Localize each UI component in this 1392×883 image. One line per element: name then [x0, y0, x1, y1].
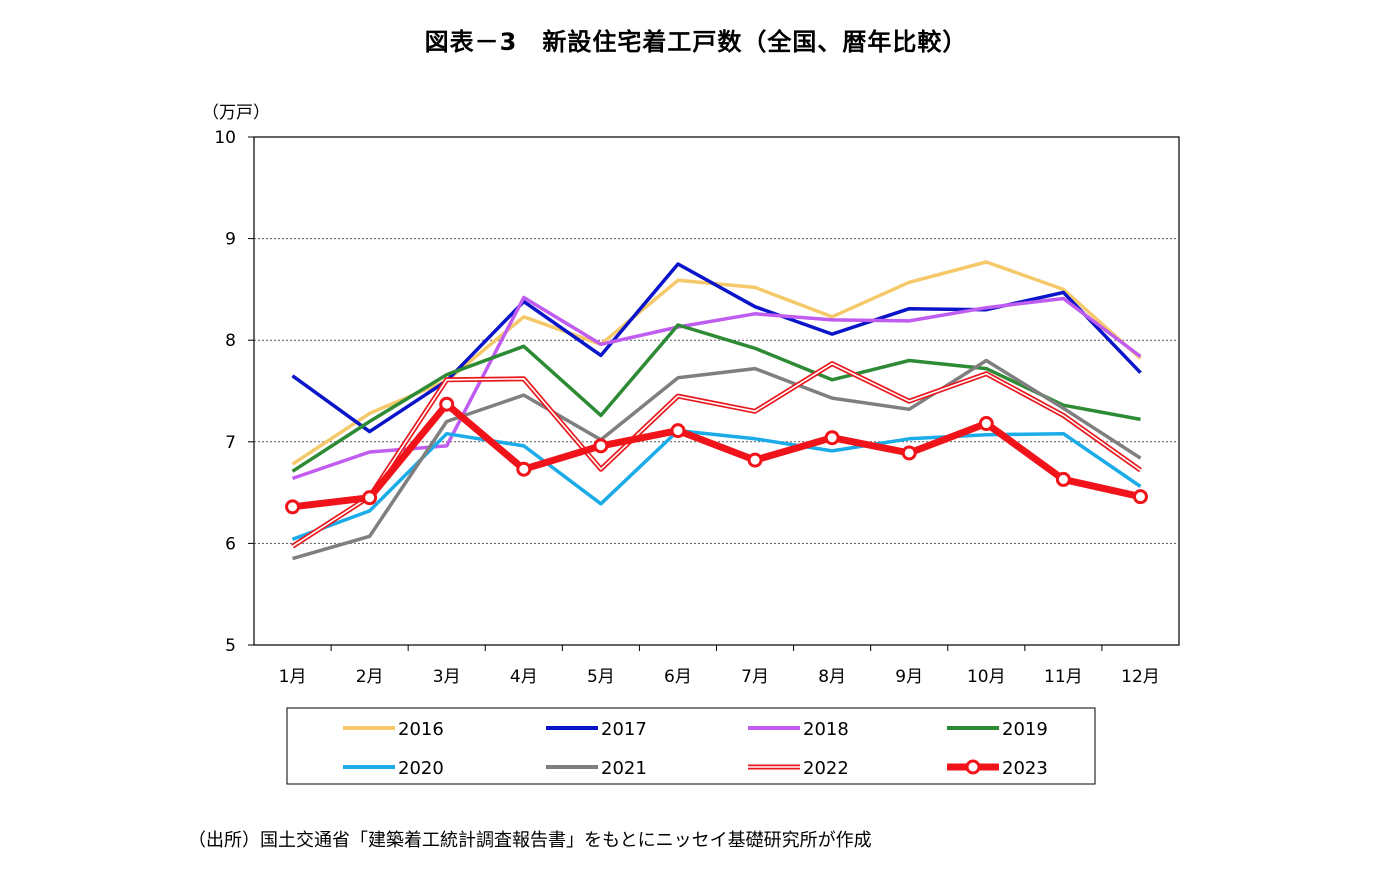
- y-tick-label: 7: [225, 433, 236, 453]
- legend-item-2016: 2016: [343, 719, 444, 740]
- x-tick-label: 2月: [356, 667, 384, 687]
- data-point-marker: [747, 452, 763, 468]
- data-point-marker: [593, 438, 609, 454]
- data-point-marker: [901, 445, 917, 461]
- x-axis-ticks: 1月 2月 3月 4月 5月 6月 7月 8月 9月 10月 11月 12月: [279, 645, 1160, 687]
- x-tick-label: 4月: [510, 667, 538, 687]
- series-line: [291, 323, 1141, 473]
- x-tick-label: 11月: [1044, 667, 1083, 687]
- y-tick-label: 10: [214, 128, 236, 148]
- legend-label: 2022: [803, 758, 849, 779]
- x-tick-label: 6月: [664, 667, 692, 687]
- data-point-marker: [516, 461, 532, 477]
- source-note: （出所）国土交通省「建築着工統計調査報告書」をもとにニッセイ基礎研究所が作成: [188, 830, 872, 851]
- y-tick-label: 5: [225, 636, 236, 656]
- legend-item-2022: 2022: [748, 758, 849, 779]
- series-line-inner: [292, 362, 1141, 548]
- legend: 2016 2017 2018 2019 2020 2021 2022 2023: [343, 719, 1048, 779]
- x-tick-label: 9月: [895, 667, 923, 687]
- series-lines: [285, 260, 1148, 561]
- x-tick-label: 8月: [818, 667, 846, 687]
- data-point-marker: [285, 499, 301, 515]
- data-point-marker: [670, 423, 686, 439]
- data-point-marker: [978, 416, 994, 432]
- data-point-marker: [362, 490, 378, 506]
- y-tick-label: 8: [225, 331, 236, 351]
- data-point-marker: [1055, 471, 1071, 487]
- legend-label: 2016: [398, 719, 444, 740]
- legend-label: 2020: [398, 758, 444, 779]
- legend-box: [286, 707, 1096, 785]
- x-tick-label: 3月: [433, 667, 461, 687]
- x-tick-label: 7月: [741, 667, 769, 687]
- chart-title: 図表－3 新設住宅着工戸数（全国、暦年比較）: [424, 28, 968, 56]
- legend-label: 2017: [601, 719, 647, 740]
- legend-label: 2023: [1002, 758, 1048, 779]
- series-2023: [285, 396, 1148, 515]
- legend-item-2023: 2023: [947, 758, 1048, 779]
- x-tick-label: 10月: [967, 667, 1006, 687]
- series-line: [292, 400, 1142, 511]
- legend-label: 2021: [601, 758, 647, 779]
- x-tick-label: 1月: [279, 667, 307, 687]
- y-axis-ticks: 5 6 7 8 9 10: [214, 128, 254, 656]
- y-tick-label: 9: [225, 230, 236, 250]
- legend-item-2020: 2020: [343, 758, 444, 779]
- legend-label: 2019: [1002, 719, 1048, 740]
- y-axis-unit-label: （万戸）: [202, 103, 270, 123]
- legend-marker: [965, 759, 981, 775]
- plot-area: [253, 136, 1180, 646]
- y-tick-label: 6: [225, 534, 236, 554]
- x-tick-label: 12月: [1121, 667, 1160, 687]
- legend-item-2021: 2021: [546, 758, 647, 779]
- legend-item-2019: 2019: [947, 719, 1048, 740]
- data-point-marker: [824, 430, 840, 446]
- data-point-marker: [439, 396, 455, 412]
- legend-item-2018: 2018: [748, 719, 849, 740]
- series-2019: [291, 323, 1141, 473]
- series-line: [292, 358, 1142, 561]
- series-2022: [291, 361, 1142, 549]
- series-2021: [292, 358, 1142, 561]
- legend-label: 2018: [803, 719, 849, 740]
- legend-item-2017: 2017: [546, 719, 647, 740]
- data-point-marker: [1132, 489, 1148, 505]
- x-tick-label: 5月: [587, 667, 615, 687]
